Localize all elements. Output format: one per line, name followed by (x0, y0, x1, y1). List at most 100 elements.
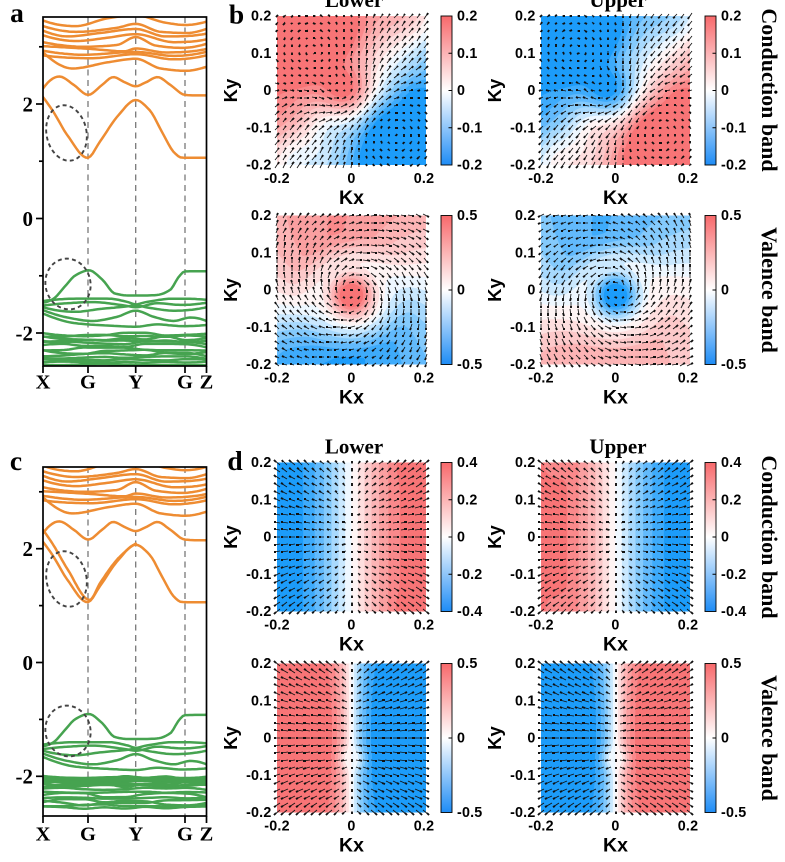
svg-text:0.5: 0.5 (721, 656, 741, 672)
svg-text:0: 0 (263, 283, 271, 299)
svg-text:Kx: Kx (339, 187, 364, 209)
svg-text:0: 0 (457, 283, 465, 299)
svg-text:Lower: Lower (325, 435, 383, 459)
svg-text:0: 0 (347, 819, 355, 835)
svg-text:0.1: 0.1 (251, 492, 271, 508)
svg-text:0: 0 (263, 731, 271, 747)
svg-text:0.2: 0.2 (251, 208, 271, 224)
svg-text:0.5: 0.5 (721, 208, 741, 224)
svg-text:0.4: 0.4 (457, 455, 477, 471)
svg-text:0.2: 0.2 (515, 455, 535, 471)
svg-text:0.2: 0.2 (414, 371, 434, 387)
svg-text:Ky: Ky (484, 277, 505, 301)
svg-text:-0.2: -0.2 (510, 604, 535, 620)
svg-text:-0.2: -0.2 (528, 618, 553, 634)
svg-text:d: d (227, 445, 242, 476)
svg-text:-0.4: -0.4 (721, 604, 746, 620)
svg-text:0: 0 (611, 371, 619, 387)
svg-text:0: 0 (23, 651, 34, 675)
svg-text:0.1: 0.1 (515, 492, 535, 508)
svg-text:-0.2: -0.2 (510, 805, 535, 821)
svg-text:-0.2: -0.2 (528, 171, 553, 187)
svg-text:Kx: Kx (603, 387, 628, 409)
svg-text:0.2: 0.2 (721, 492, 741, 508)
svg-text:0: 0 (263, 83, 271, 99)
svg-text:0.2: 0.2 (678, 171, 698, 187)
svg-text:-0.2: -0.2 (721, 567, 746, 583)
svg-text:-0.2: -0.2 (264, 371, 289, 387)
svg-text:Valence band: Valence band (757, 675, 782, 801)
svg-text:Upper: Upper (589, 435, 646, 459)
svg-text:0.2: 0.2 (678, 819, 698, 835)
svg-text:Ky: Ky (220, 524, 241, 548)
svg-text:a: a (10, 0, 24, 28)
svg-text:0: 0 (721, 83, 729, 99)
svg-text:2: 2 (23, 92, 34, 116)
svg-text:0.2: 0.2 (414, 618, 434, 634)
svg-text:0: 0 (263, 530, 271, 546)
svg-text:0: 0 (611, 819, 619, 835)
svg-text:Kx: Kx (339, 835, 364, 857)
svg-text:0.1: 0.1 (515, 693, 535, 709)
svg-text:0.1: 0.1 (457, 46, 477, 62)
svg-text:0.1: 0.1 (515, 245, 535, 261)
svg-text:0: 0 (527, 530, 535, 546)
svg-text:Lower: Lower (325, 0, 383, 12)
svg-text:Ky: Ky (484, 78, 505, 102)
svg-text:-2: -2 (16, 765, 34, 789)
svg-text:0: 0 (527, 731, 535, 747)
svg-text:G: G (80, 372, 96, 394)
svg-text:0.2: 0.2 (678, 618, 698, 634)
svg-text:Conduction band: Conduction band (757, 455, 782, 618)
svg-text:0.5: 0.5 (457, 208, 477, 224)
svg-text:0: 0 (527, 283, 535, 299)
svg-text:-0.1: -0.1 (457, 120, 482, 136)
svg-text:-0.1: -0.1 (510, 320, 535, 336)
svg-text:0.2: 0.2 (414, 171, 434, 187)
svg-text:0: 0 (611, 171, 619, 187)
svg-text:Valence band: Valence band (757, 227, 782, 353)
svg-text:-0.5: -0.5 (457, 805, 482, 821)
svg-text:-0.2: -0.2 (264, 819, 289, 835)
svg-text:-0.2: -0.2 (457, 158, 482, 174)
svg-text:0: 0 (457, 731, 465, 747)
svg-text:0: 0 (347, 618, 355, 634)
svg-text:0.4: 0.4 (721, 455, 741, 471)
svg-text:0: 0 (457, 83, 465, 99)
svg-text:-0.4: -0.4 (457, 604, 482, 620)
svg-text:-0.2: -0.2 (264, 171, 289, 187)
svg-text:Ky: Ky (220, 725, 241, 749)
svg-text:-0.2: -0.2 (528, 819, 553, 835)
svg-text:Kx: Kx (339, 634, 364, 656)
svg-text:0.2: 0.2 (457, 492, 477, 508)
svg-text:0.1: 0.1 (251, 46, 271, 62)
svg-text:b: b (229, 0, 244, 30)
svg-text:0: 0 (611, 618, 619, 634)
svg-text:G: G (80, 824, 96, 846)
svg-text:Upper: Upper (589, 0, 646, 12)
svg-text:-0.1: -0.1 (246, 567, 271, 583)
svg-text:0: 0 (23, 207, 34, 231)
svg-text:0.2: 0.2 (457, 9, 477, 25)
svg-text:2: 2 (23, 537, 34, 561)
svg-text:Ky: Ky (220, 277, 241, 301)
svg-text:-0.2: -0.2 (528, 371, 553, 387)
svg-text:-0.1: -0.1 (246, 320, 271, 336)
svg-text:Ky: Ky (484, 524, 505, 548)
svg-text:0.2: 0.2 (678, 371, 698, 387)
svg-text:-0.2: -0.2 (721, 158, 746, 174)
svg-text:0.2: 0.2 (721, 9, 741, 25)
svg-text:-0.5: -0.5 (721, 805, 746, 821)
svg-text:Kx: Kx (603, 835, 628, 857)
svg-text:Kx: Kx (339, 387, 364, 409)
svg-text:0.1: 0.1 (515, 46, 535, 62)
svg-text:0.2: 0.2 (251, 455, 271, 471)
svg-text:0.1: 0.1 (251, 245, 271, 261)
svg-text:X: X (36, 372, 51, 394)
svg-text:-0.2: -0.2 (510, 158, 535, 174)
svg-text:-0.2: -0.2 (246, 604, 271, 620)
svg-text:Z: Z (200, 372, 214, 394)
svg-text:-0.2: -0.2 (246, 158, 271, 174)
svg-text:-0.5: -0.5 (457, 357, 482, 373)
svg-text:-0.1: -0.1 (721, 120, 746, 136)
